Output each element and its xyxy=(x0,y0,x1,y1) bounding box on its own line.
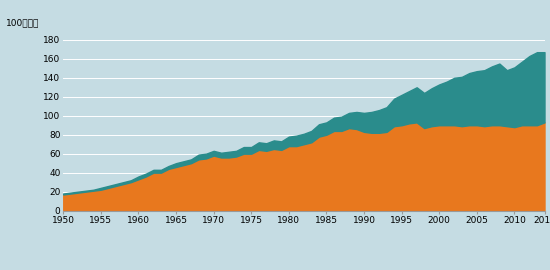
Text: 100万トン: 100万トン xyxy=(6,18,39,27)
